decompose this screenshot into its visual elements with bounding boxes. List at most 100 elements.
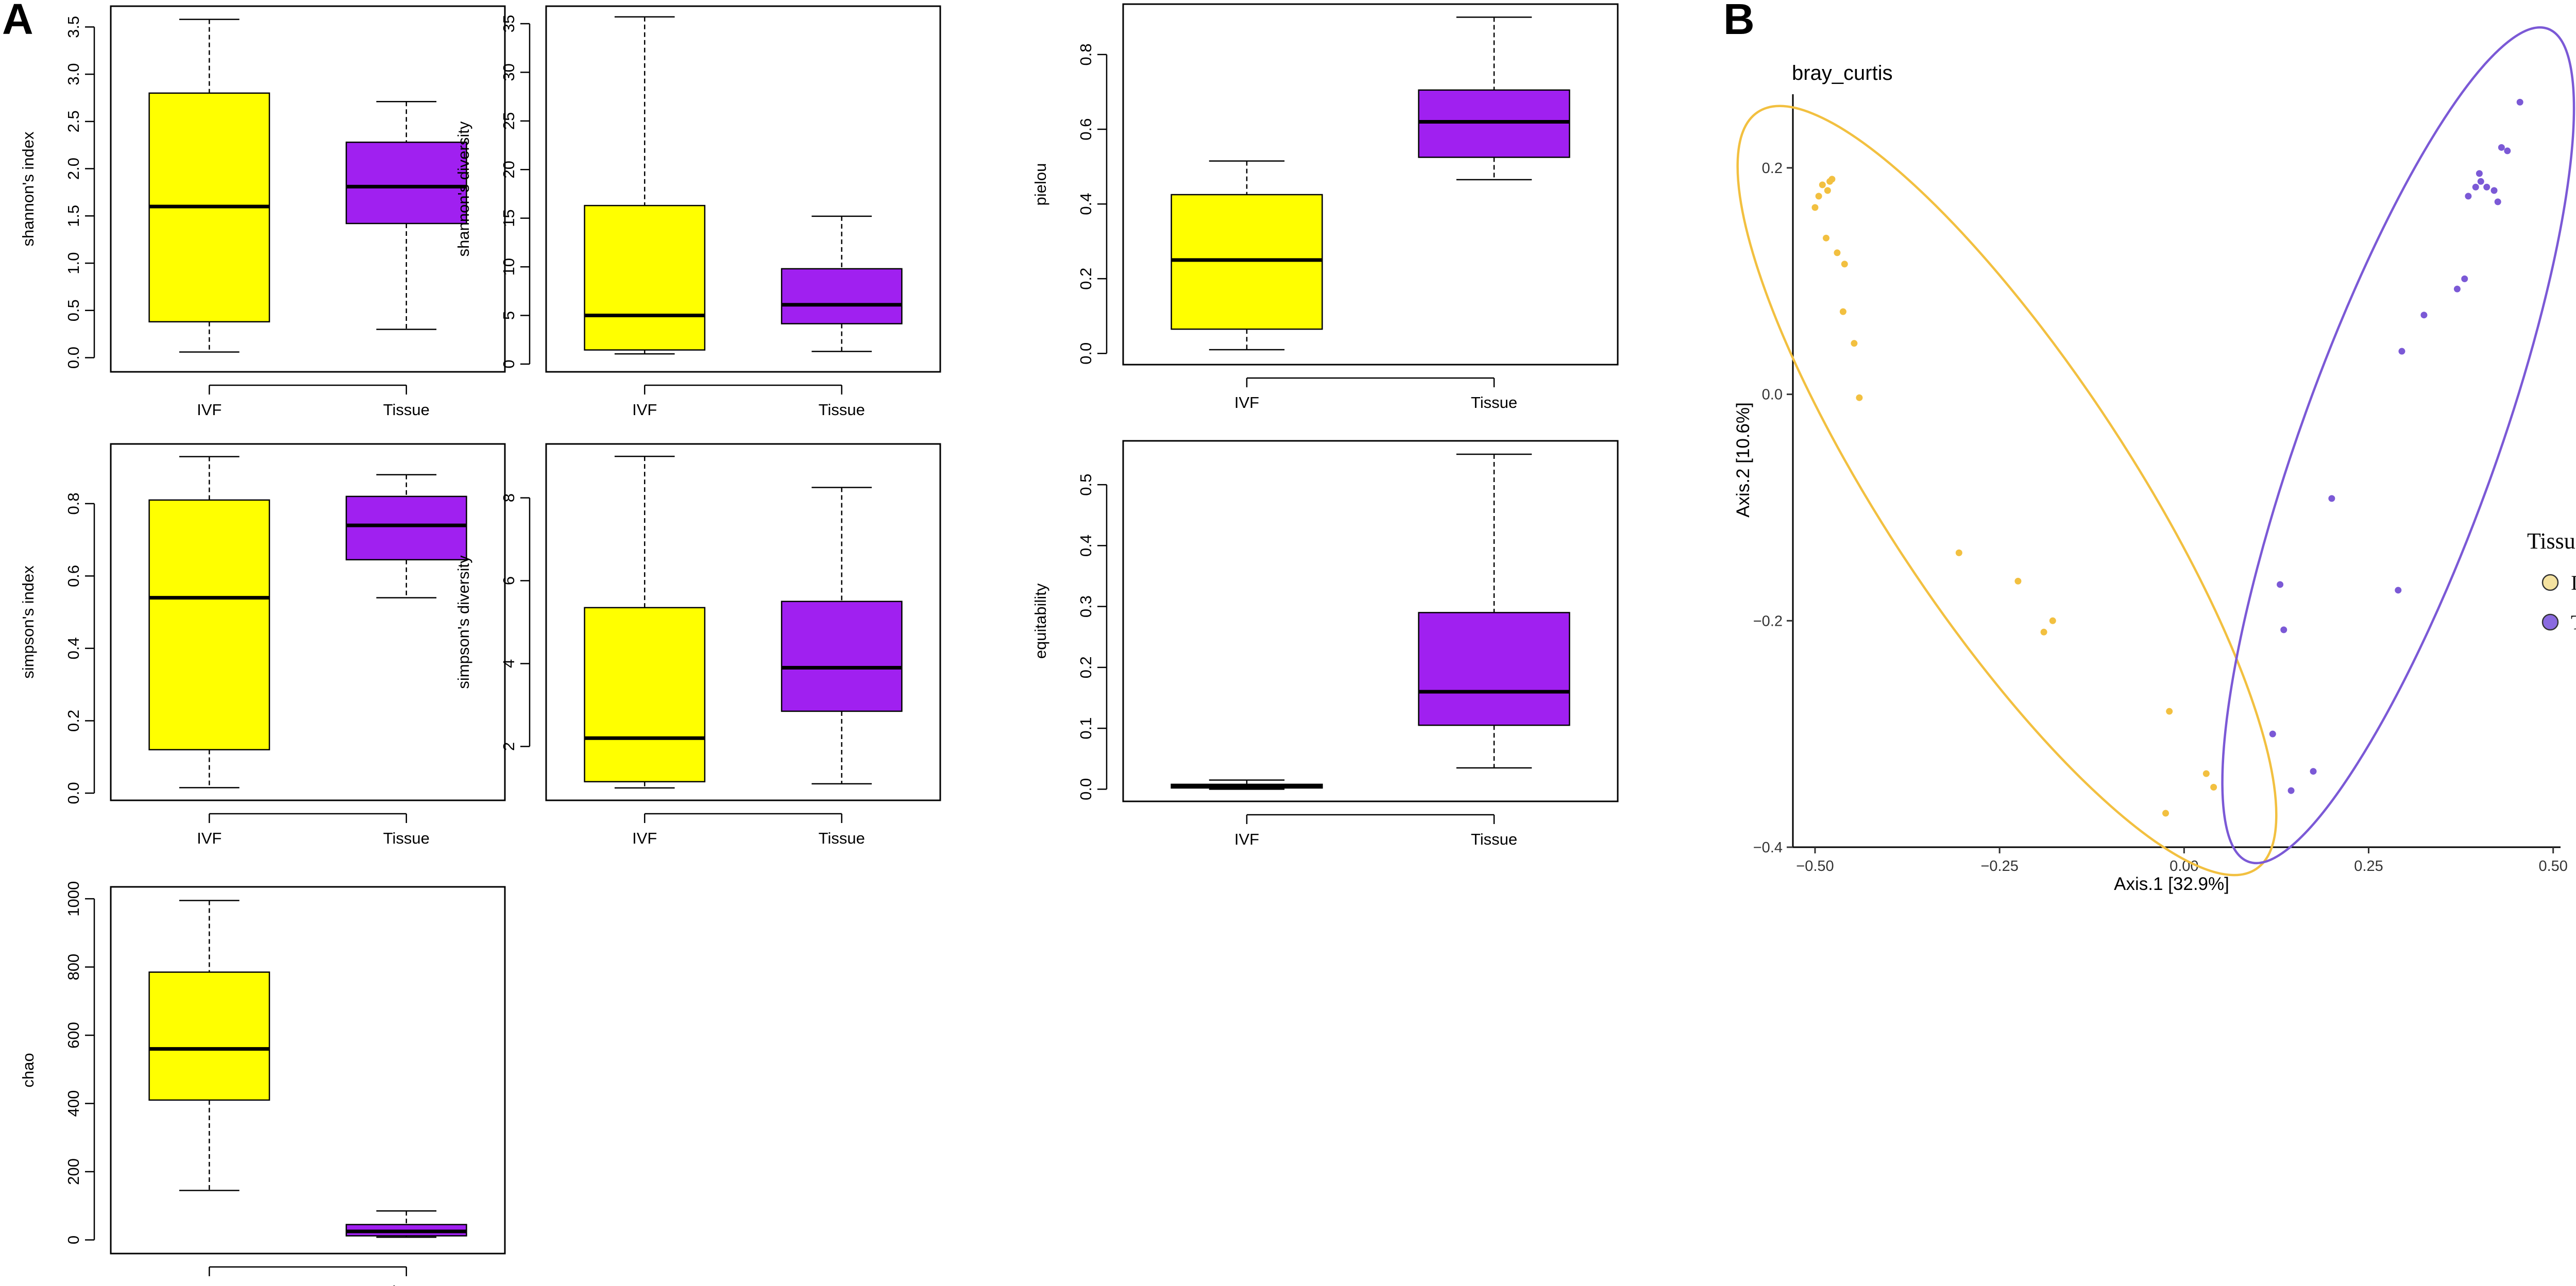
panel-letter-b: B bbox=[1723, 0, 1755, 43]
y-axis-title: Axis.2 [10.6%] bbox=[1733, 402, 1753, 518]
point-ivf bbox=[1856, 394, 1863, 401]
point-tissue bbox=[2287, 787, 2295, 794]
box-tissue bbox=[1418, 89, 1570, 158]
plot-frame bbox=[545, 443, 941, 801]
y-axis-title: simpson's diversity bbox=[454, 555, 472, 689]
x-tick-label: IVF bbox=[197, 829, 222, 847]
x-tick-label: Tissue bbox=[1471, 393, 1517, 411]
box-tissue bbox=[345, 495, 467, 561]
box-tissue bbox=[781, 268, 903, 324]
y-tick-label: 0.0 bbox=[64, 782, 82, 804]
boxplot-1: 0.0 0.5 1.0 1.5 2.0 2.5 3.0 3.5 shannon's index I… bbox=[19, 5, 506, 419]
y-tick-label: 0.1 bbox=[1077, 717, 1095, 740]
point-ivf bbox=[1811, 204, 1819, 211]
x-tick-label: 0.50 bbox=[2538, 858, 2567, 875]
y-tick-label: 0.0 bbox=[1077, 778, 1095, 800]
pcoa-scatter-panel: bray_curtis 0.2 0.0 −0.2 −0.4 −0.50 −0.25 0.00 0… bbox=[1733, 26, 2576, 894]
x-tick-label: IVF bbox=[632, 401, 657, 419]
point-tissue bbox=[2310, 768, 2317, 775]
point-ivf bbox=[1834, 249, 1841, 256]
boxplot-7: 0 200 400 600 800 1000 chao IVF Tissue bbox=[19, 881, 506, 1286]
boxplot-5: 2 4 6 8 simpson's diversity IVF Tissue bbox=[454, 443, 941, 847]
y-axis-title: shannon's diversity bbox=[454, 121, 472, 256]
x-tick-label: −0.25 bbox=[1980, 858, 2018, 875]
plot-frame bbox=[110, 5, 506, 373]
y-axis-title: pielou bbox=[1031, 163, 1049, 206]
boxplot-2: 0 5 10 15 20 25 30 35 shannon's diversity IVF Tiss… bbox=[454, 5, 941, 419]
y-tick-label: 30 bbox=[500, 63, 518, 81]
point-tissue bbox=[2494, 198, 2501, 205]
x-tick-label: IVF bbox=[197, 401, 222, 419]
point-ivf bbox=[2210, 783, 2217, 791]
point-tissue bbox=[2483, 183, 2490, 191]
point-tissue bbox=[2472, 183, 2479, 191]
box-tissue bbox=[781, 601, 903, 712]
point-tissue bbox=[2395, 587, 2402, 594]
y-axis-title: simpson's index bbox=[19, 565, 37, 679]
y-tick-label: 8 bbox=[500, 493, 518, 502]
point-tissue bbox=[2453, 285, 2461, 293]
y-tick-label: −0.4 bbox=[1753, 839, 1783, 856]
y-tick-label: 6 bbox=[500, 576, 518, 585]
plot-frame bbox=[545, 5, 941, 373]
x-tick-label: −0.50 bbox=[1796, 858, 1834, 875]
x-tick-label: IVF bbox=[197, 1282, 222, 1286]
y-tick-label: 2.5 bbox=[64, 110, 82, 132]
point-ivf bbox=[2014, 577, 2022, 585]
point-ivf bbox=[1828, 176, 1836, 183]
point-tissue bbox=[2328, 495, 2335, 502]
y-tick-label: 0.2 bbox=[1077, 656, 1095, 678]
point-tissue bbox=[2461, 275, 2468, 282]
point-ivf bbox=[1819, 181, 1826, 188]
point-tissue bbox=[2277, 581, 2284, 588]
point-tissue bbox=[2490, 187, 2498, 194]
y-tick-label: 2.0 bbox=[64, 158, 82, 180]
x-tick-label: Tissue bbox=[383, 401, 430, 419]
point-ivf bbox=[2166, 708, 2173, 715]
point-ivf bbox=[1839, 308, 1846, 315]
legend-swatch-ivf bbox=[2541, 574, 2559, 591]
plot-frame bbox=[110, 886, 506, 1255]
box-ivf bbox=[1171, 194, 1323, 330]
ellipse-ivf bbox=[1736, 105, 2278, 877]
x-tick-label: Tissue bbox=[819, 401, 865, 419]
legend-title: Tissue_IVF bbox=[2527, 528, 2576, 554]
y-tick-label: 10 bbox=[500, 258, 518, 276]
point-ivf bbox=[1822, 234, 1829, 242]
y-axis-title: chao bbox=[19, 1053, 37, 1087]
chart-title: bray_curtis bbox=[1792, 62, 1893, 84]
y-tick-label: 1.5 bbox=[64, 205, 82, 227]
y-tick-label: 0.4 bbox=[64, 637, 82, 659]
y-tick-label: 0 bbox=[500, 359, 518, 368]
y-tick-label: 3.0 bbox=[64, 63, 82, 85]
point-ivf bbox=[1851, 340, 1858, 347]
y-tick-label: 600 bbox=[64, 1022, 82, 1049]
boxplot-6: 0.0 0.1 0.2 0.3 0.4 0.5 equitability IVF Tissue bbox=[1031, 440, 1619, 848]
legend-label-ivf: IVF bbox=[2571, 571, 2576, 594]
y-tick-label: 0.0 bbox=[1762, 387, 1783, 403]
point-tissue bbox=[2398, 348, 2405, 355]
point-tissue bbox=[2420, 312, 2428, 319]
x-tick-label: Tissue bbox=[383, 829, 430, 847]
plot-frame bbox=[1122, 440, 1619, 802]
x-tick-label: IVF bbox=[632, 829, 657, 847]
x-tick-label: Tissue bbox=[1471, 830, 1517, 848]
plot-frame bbox=[1122, 3, 1619, 366]
box-tissue bbox=[1418, 612, 1570, 726]
y-tick-label: −0.2 bbox=[1753, 613, 1783, 629]
y-axis-title: shannon's index bbox=[19, 131, 37, 247]
y-tick-label: 0.5 bbox=[64, 299, 82, 321]
legend-swatch-tissue bbox=[2541, 613, 2559, 631]
x-axis-title: Axis.1 [32.9%] bbox=[2114, 874, 2229, 894]
y-tick-label: 0.5 bbox=[1077, 474, 1095, 496]
panel-letter-a: A bbox=[2, 0, 33, 43]
y-tick-label: 0.3 bbox=[1077, 595, 1095, 618]
x-tick-label: 0.00 bbox=[2170, 858, 2198, 875]
point-tissue bbox=[2465, 193, 2472, 200]
y-tick-label: 0.8 bbox=[64, 492, 82, 515]
y-tick-label: 5 bbox=[500, 311, 518, 320]
box-ivf bbox=[584, 204, 706, 351]
point-ivf bbox=[1955, 549, 1962, 556]
boxplot-4: 0.0 0.2 0.4 0.6 0.8 simpson's index IVF Tissue bbox=[19, 443, 506, 847]
y-tick-label: 0.2 bbox=[1762, 160, 1783, 177]
